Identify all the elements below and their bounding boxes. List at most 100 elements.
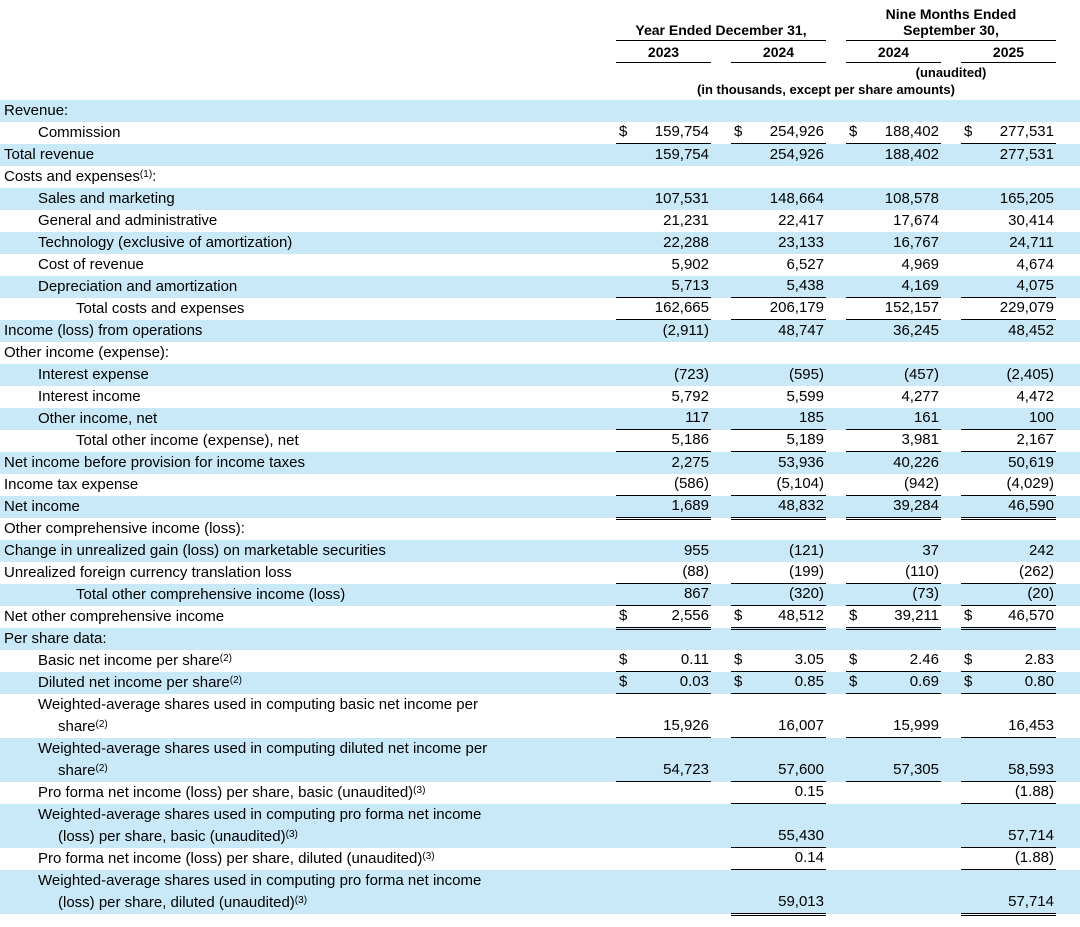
value-text: 229,079 — [999, 299, 1054, 316]
value-cell: (110) — [846, 562, 941, 584]
value-cell: 17,674 — [846, 210, 941, 232]
value-text: 48,747 — [778, 322, 824, 339]
value-cell: 48,452 — [961, 320, 1056, 342]
value-text: (262) — [1018, 563, 1054, 580]
row-label: Total other income (expense), net — [76, 432, 299, 449]
value-text: 48,512 — [778, 607, 824, 624]
value-text: 23,133 — [778, 234, 824, 251]
value-cell: 15,999 — [846, 716, 941, 738]
value-text: 30,414 — [1008, 212, 1054, 229]
value-cell: 188,402 — [846, 144, 941, 166]
value-text: 48,832 — [778, 497, 824, 514]
value-text: (2,405) — [1006, 366, 1054, 383]
value-cell: 16,007 — [731, 716, 826, 738]
value-text: 16,007 — [778, 717, 824, 734]
value-text: 22,288 — [663, 234, 709, 251]
value-text: 152,157 — [884, 299, 939, 316]
row-label: Net income before provision for income t… — [4, 454, 305, 471]
value-text: 39,211 — [894, 607, 939, 624]
value-cell — [731, 342, 826, 364]
units-note-row: (in thousands, except per share amounts) — [0, 80, 1080, 100]
row-label-continuation: (loss) per share, basic (unaudited)(3) — [58, 828, 298, 845]
value-text: 0.15 — [794, 783, 824, 800]
value-text: 58,593 — [1008, 761, 1054, 778]
value-text: (942) — [903, 475, 939, 492]
value-cell: 229,079 — [961, 298, 1056, 320]
row-label: Other comprehensive income (loss): — [4, 520, 245, 537]
dollar-sign: $ — [964, 607, 973, 624]
value-cell: 50,619 — [961, 452, 1056, 474]
value-cell: 159,754 — [616, 144, 711, 166]
dollar-sign: $ — [849, 673, 858, 690]
period-group-row: Year Ended December 31, Nine Months Ende… — [0, 6, 1080, 41]
table-row: Diluted net income per share(2) $0.03 $0.8… — [0, 672, 1080, 694]
value-cell — [616, 518, 711, 540]
value-text: 48,452 — [1008, 322, 1054, 339]
row-label: Depreciation and amortization — [38, 278, 238, 295]
value-cell: 108,578 — [846, 188, 941, 210]
row-label-continuation: (loss) per share, diluted (unaudited)(3) — [58, 894, 308, 911]
row-label: Other income (expense): — [4, 344, 170, 361]
footnote-ref: (1) — [139, 169, 153, 180]
value-cell: 0.15 — [731, 782, 826, 804]
value-cell: 57,714 — [961, 892, 1056, 916]
value-cell: $2.83 — [961, 650, 1056, 672]
value-cell: 53,936 — [731, 452, 826, 474]
value-cell: (1.88) — [961, 782, 1056, 804]
value-cell: 39,284 — [846, 496, 941, 520]
period-group-annual-title-text: Year Ended December 31, — [635, 22, 807, 38]
value-text: 1,689 — [671, 497, 709, 514]
table-row: Per share data: — [0, 628, 1080, 650]
value-text: 100 — [1028, 409, 1054, 426]
value-cell: (595) — [731, 364, 826, 386]
value-text: 5,438 — [786, 277, 824, 294]
value-text: 0.14 — [794, 849, 824, 866]
value-text: 57,600 — [778, 761, 824, 778]
table-row: Pro forma net income (loss) per share, d… — [0, 848, 1080, 870]
table-row: Revenue: — [0, 100, 1080, 122]
value-cell: 59,013 — [731, 892, 826, 916]
row-label: Revenue: — [4, 102, 69, 119]
value-cell: 955 — [616, 540, 711, 562]
value-text: 15,926 — [663, 717, 709, 734]
value-text: (320) — [788, 585, 824, 602]
units-note: (in thousands, except per share amounts) — [697, 82, 955, 97]
value-cell: (2,911) — [616, 320, 711, 342]
value-text: 159,754 — [654, 146, 709, 163]
dollar-sign: $ — [734, 651, 743, 668]
dollar-sign: $ — [619, 651, 628, 668]
value-cell: 15,926 — [616, 716, 711, 738]
value-text: 16,453 — [1008, 717, 1054, 734]
value-cell: 21,231 — [616, 210, 711, 232]
table-row: Net income before provision for income t… — [0, 452, 1080, 474]
value-cell — [961, 342, 1056, 364]
value-text: 50,619 — [1008, 454, 1054, 471]
value-text: 148,664 — [769, 190, 824, 207]
value-cell: 185 — [731, 408, 826, 430]
value-text: 3.05 — [794, 651, 824, 668]
value-text: (1.88) — [1014, 783, 1054, 800]
value-cell — [616, 628, 711, 650]
value-text: 37 — [922, 542, 939, 559]
value-text: 16,767 — [893, 234, 939, 251]
table-row: Unrealized foreign currency translation … — [0, 562, 1080, 584]
unaudited-note-row: (unaudited) — [0, 65, 1080, 80]
value-text: (88) — [682, 563, 709, 580]
value-text: 36,245 — [893, 322, 939, 339]
value-cell: 5,792 — [616, 386, 711, 408]
row-label: Net other comprehensive income — [4, 608, 225, 625]
value-cell: (199) — [731, 562, 826, 584]
value-cell: 48,832 — [731, 496, 826, 520]
value-text: 39,284 — [893, 497, 939, 514]
value-cell: $0.03 — [616, 672, 711, 694]
table-row: Interest income 5,792 5,599 4,277 4,472 — [0, 386, 1080, 408]
value-text: 162,665 — [654, 299, 709, 316]
value-cell: (5,104) — [731, 474, 826, 496]
row-label: Interest expense — [38, 366, 149, 383]
value-cell — [846, 518, 941, 540]
value-text: (73) — [912, 585, 939, 602]
row-label: Other income, net — [38, 410, 158, 427]
value-cell: $0.85 — [731, 672, 826, 694]
row-label: Diluted net income per share(2) — [38, 674, 243, 691]
value-cell: 0.14 — [731, 848, 826, 870]
